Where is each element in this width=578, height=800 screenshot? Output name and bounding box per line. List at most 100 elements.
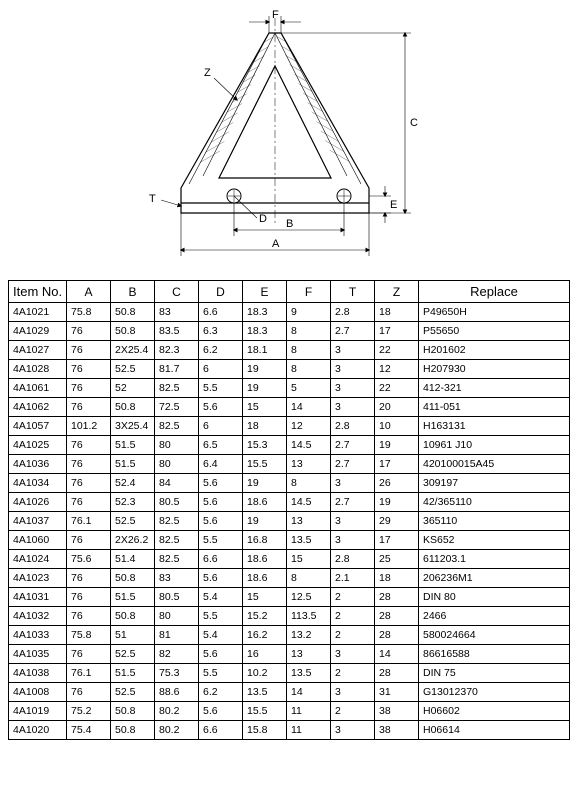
table-cell: 51 [111, 626, 155, 645]
table-cell: 6.6 [199, 721, 243, 740]
table-cell: H207930 [419, 360, 570, 379]
table-cell: 50.8 [111, 702, 155, 721]
table-row: 4A10297650.883.56.318.382.717P55650 [9, 322, 570, 341]
table-cell: 52.3 [111, 493, 155, 512]
table-cell: 5.6 [199, 493, 243, 512]
table-cell: 4A1029 [9, 322, 67, 341]
table-header-row: Item No. A B C D E F T Z Replace [9, 281, 570, 303]
table-cell: P49650H [419, 303, 570, 322]
table-row: 4A10627650.872.55.61514320411-051 [9, 398, 570, 417]
table-cell: 83.5 [155, 322, 199, 341]
table-cell: 3 [331, 398, 375, 417]
table-cell: 6.3 [199, 322, 243, 341]
table-cell: 580024664 [419, 626, 570, 645]
table-cell: H163131 [419, 417, 570, 436]
table-cell: 18.6 [243, 493, 287, 512]
table-cell: 2 [331, 702, 375, 721]
table-cell: 50.8 [111, 569, 155, 588]
dim-c-label: C [410, 117, 418, 129]
table-cell: 52.4 [111, 474, 155, 493]
table-cell: 80 [155, 455, 199, 474]
table-cell: 6 [199, 417, 243, 436]
table-cell: KS652 [419, 531, 570, 550]
table-cell: 52.5 [111, 683, 155, 702]
table-cell: 75.2 [67, 702, 111, 721]
table-cell: 5.4 [199, 626, 243, 645]
table-cell: 3 [331, 645, 375, 664]
table-cell: 15.5 [243, 702, 287, 721]
col-header: B [111, 281, 155, 303]
table-row: 4A10317651.580.55.41512.5228DIN 80 [9, 588, 570, 607]
table-cell: 13 [287, 645, 331, 664]
dim-b-label: B [286, 218, 293, 230]
table-cell: 13.5 [287, 531, 331, 550]
table-row: 4A102075.450.880.26.615.811338H06614 [9, 721, 570, 740]
col-header: A [67, 281, 111, 303]
table-cell: 4A1028 [9, 360, 67, 379]
table-cell: 14 [287, 398, 331, 417]
table-row: 4A10347652.4845.6198326309197 [9, 474, 570, 493]
table-cell: 82.5 [155, 512, 199, 531]
table-cell: 22 [375, 341, 419, 360]
table-cell: DIN 80 [419, 588, 570, 607]
table-cell: 15.2 [243, 607, 287, 626]
table-cell: 17 [375, 322, 419, 341]
table-cell: 80.5 [155, 588, 199, 607]
table-cell: 10 [375, 417, 419, 436]
table-cell: 76 [67, 379, 111, 398]
table-cell: 28 [375, 626, 419, 645]
table-cell: 75.4 [67, 721, 111, 740]
table-cell: 25 [375, 550, 419, 569]
table-cell: 42/365110 [419, 493, 570, 512]
table-cell: 5 [287, 379, 331, 398]
table-cell: 4A1021 [9, 303, 67, 322]
table-row: 4A10327650.8805.515.2113.52282466 [9, 607, 570, 626]
table-cell: 16.2 [243, 626, 287, 645]
table-cell: 4A1027 [9, 341, 67, 360]
table-row: 4A10087652.588.66.213.514331G13012370 [9, 683, 570, 702]
table-cell: 4A1062 [9, 398, 67, 417]
table-cell: 76 [67, 683, 111, 702]
col-header: C [155, 281, 199, 303]
table-cell: 6.2 [199, 683, 243, 702]
table-cell: 2.8 [331, 303, 375, 322]
table-cell: 50.8 [111, 721, 155, 740]
table-cell: 13.5 [243, 683, 287, 702]
table-row: 4A10357652.5825.6161331486616588 [9, 645, 570, 664]
table-cell: 26 [375, 474, 419, 493]
dim-a-label: A [272, 238, 280, 250]
table-cell: 3 [331, 512, 375, 531]
table-body: 4A102175.850.8836.618.392.818P49650H4A10… [9, 303, 570, 740]
table-cell: 76 [67, 455, 111, 474]
dimensions-table: Item No. A B C D E F T Z Replace 4A1021 7… [8, 280, 570, 740]
table-cell: 28 [375, 588, 419, 607]
col-header: E [243, 281, 287, 303]
table-cell: 4A1020 [9, 721, 67, 740]
table-cell: 76 [67, 569, 111, 588]
table-cell: 3X25.4 [111, 417, 155, 436]
table-row: 4A10287652.581.76198312H207930 [9, 360, 570, 379]
table-row: 4A1057101.23X25.482.5618122.810H163131 [9, 417, 570, 436]
table-row: 4A1061765282.55.5195322412-321 [9, 379, 570, 398]
table-cell: 50.8 [111, 398, 155, 417]
table-cell: 83 [155, 569, 199, 588]
table-cell: 5.4 [199, 588, 243, 607]
table-cell: 18 [375, 569, 419, 588]
table-cell: 5.6 [199, 512, 243, 531]
table-cell: 3 [331, 531, 375, 550]
table-cell: 83 [155, 303, 199, 322]
col-header: T [331, 281, 375, 303]
table-cell: 5.6 [199, 702, 243, 721]
table-cell: 28 [375, 664, 419, 683]
table-cell: 18.1 [243, 341, 287, 360]
table-cell: 8 [287, 474, 331, 493]
table-cell: 52.5 [111, 360, 155, 379]
table-cell: 82.5 [155, 417, 199, 436]
table-cell: 75.3 [155, 664, 199, 683]
table-cell: 206236M1 [419, 569, 570, 588]
table-cell: 50.8 [111, 322, 155, 341]
table-cell: 76 [67, 607, 111, 626]
table-cell: 52 [111, 379, 155, 398]
table-cell: 4A1032 [9, 607, 67, 626]
table-cell: 14 [375, 645, 419, 664]
